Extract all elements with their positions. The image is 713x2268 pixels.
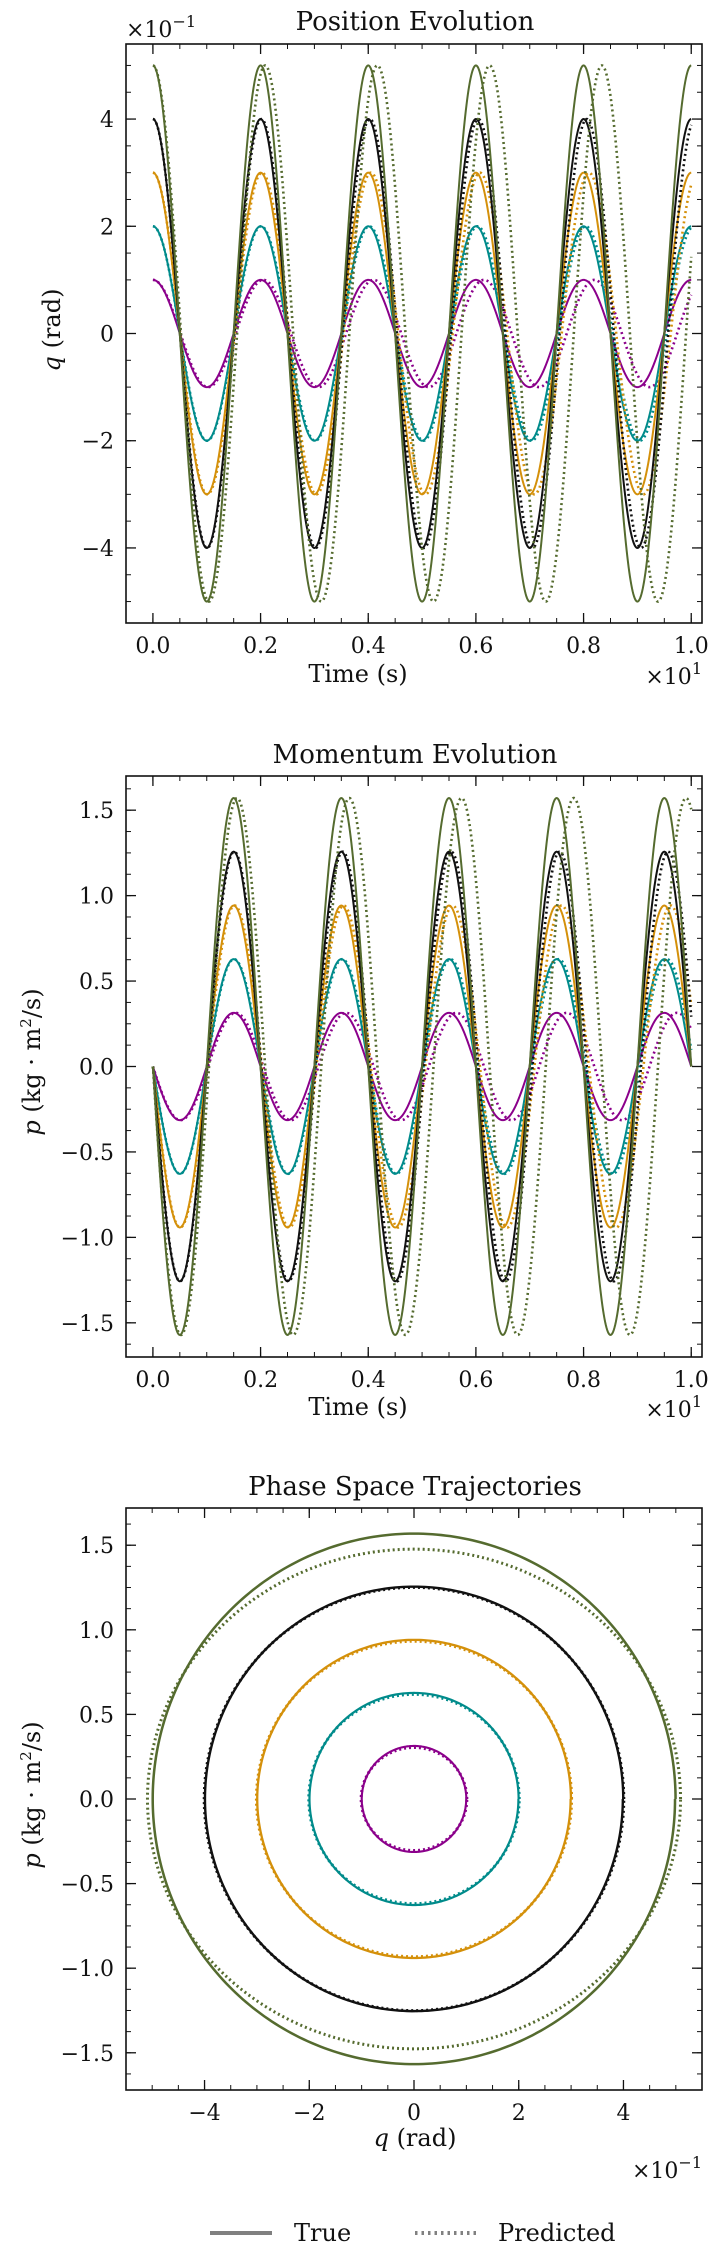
- position-xtick-label: 0.6: [458, 634, 493, 659]
- phase-xtick-label: 4: [616, 2101, 630, 2126]
- momentum-ytick-label: 1.5: [79, 799, 114, 824]
- position-predicted-series-olive: [152, 64, 693, 603]
- phase-ytick-label: 0.5: [79, 1703, 114, 1728]
- position-xtick-label: 0.0: [135, 634, 170, 659]
- position-true-series-gold: [152, 171, 692, 496]
- momentum-predicted-series-black: [151, 850, 693, 1283]
- momentum-xtick-label: 0.8: [566, 1368, 601, 1393]
- position-xtick-label: 0.8: [566, 634, 601, 659]
- momentum-ytick-label: 0.5: [79, 970, 114, 995]
- phase-y-label: p (kg · m2/s): [17, 1721, 46, 1868]
- position-true-series-teal: [152, 225, 692, 442]
- position-ytick-label: −2: [82, 430, 114, 455]
- phase-ytick-label: 1.0: [79, 1619, 114, 1644]
- phase-true-series-black: [203, 1585, 625, 2013]
- phase-axes-frame: [125, 1507, 703, 2091]
- position-ytick-label: 4: [100, 108, 114, 133]
- momentum-panel: Momentum Evolution 0.0 0.2 0.4 0.6 0.8 1.0 −1.…: [17, 740, 709, 1423]
- phase-ytick-label: 0.0: [79, 1788, 114, 1813]
- momentum-true-series-olive: [151, 796, 693, 1337]
- position-ytick-label: −4: [82, 537, 114, 562]
- position-predicted-series-purple: [152, 278, 693, 389]
- phase-predicted-series-teal: [307, 1692, 521, 1906]
- position-x-label: Time (s): [308, 660, 407, 688]
- position-xtick-label: 0.4: [351, 634, 386, 659]
- phase-xtick-label: 2: [512, 2101, 526, 2126]
- momentum-ytick-label: 1.0: [79, 885, 114, 910]
- position-true-series-olive: [152, 64, 692, 603]
- phase-ytick-label: 1.5: [79, 1534, 114, 1559]
- legend: True Predicted: [210, 2219, 616, 2247]
- phase-x-label: q (rad): [374, 2124, 457, 2152]
- phase-ytick-label: −1.0: [61, 1957, 114, 1982]
- momentum-title: Momentum Evolution: [273, 740, 558, 770]
- phase-predicted-series-black: [202, 1585, 626, 2013]
- phase-predicted-series-gold: [254, 1639, 574, 1959]
- phase-xtick-label: −2: [293, 2101, 325, 2126]
- momentum-x-label: Time (s): [308, 1393, 407, 1421]
- momentum-xtick-label: 0.2: [243, 1368, 278, 1393]
- phase-xtick-label: 0: [407, 2101, 421, 2126]
- phase-title: Phase Space Trajectories: [248, 1472, 582, 1502]
- momentum-predicted-series-olive: [151, 796, 693, 1337]
- legend-true-label: True: [294, 2219, 351, 2247]
- phase-ytick-label: −0.5: [61, 1873, 114, 1898]
- position-panel: Position Evolution ×10−1 0.0 0.2 0.4 0.6 0.8…: [38, 7, 709, 690]
- phase-x-multiplier: ×10−1: [632, 2153, 702, 2184]
- phase-predicted-series-olive: [145, 1547, 683, 2051]
- position-y-label: q (rad): [38, 289, 66, 372]
- position-x-multiplier: ×101: [645, 659, 702, 690]
- position-y-multiplier: ×10−1: [126, 12, 196, 43]
- momentum-y-label: p (kg · m2/s): [17, 988, 46, 1135]
- momentum-xtick-label: 0.6: [458, 1368, 493, 1393]
- phase-true-series-olive: [151, 1532, 677, 2066]
- position-title: Position Evolution: [296, 7, 535, 37]
- phase-ytick-label: −1.5: [61, 2042, 114, 2067]
- phase-xtick-label: −4: [188, 2101, 220, 2126]
- momentum-ytick-label: −1.0: [61, 1226, 114, 1251]
- momentum-ytick-label: −0.5: [61, 1141, 114, 1166]
- phase-plot-area: −4 −2 0 2 4 −1.5 −1.0 −0.5 0.0 0.5 1.0 1.5: [61, 1507, 703, 2126]
- momentum-ytick-label: −1.5: [61, 1312, 114, 1337]
- momentum-xtick-label: 0.4: [351, 1368, 386, 1393]
- position-series-group: [152, 64, 693, 603]
- position-true-series-purple: [152, 278, 692, 389]
- legend-predicted-label: Predicted: [498, 2219, 616, 2247]
- phase-panel: Phase Space Trajectories −4 −2 0 2 4 −1.5 −1.0…: [17, 1472, 703, 2184]
- momentum-ytick-label: 0.0: [79, 1056, 114, 1081]
- momentum-x-multiplier: ×101: [645, 1392, 702, 1423]
- position-xtick-label: 1.0: [674, 634, 709, 659]
- position-xtick-label: 0.2: [243, 634, 278, 659]
- momentum-xtick-label: 0.0: [135, 1368, 170, 1393]
- momentum-plot-area: 0.0 0.2 0.4 0.6 0.8 1.0 −1.5 −1.0 −0.5 0.0 0.5 1.0 1…: [61, 775, 709, 1393]
- position-plot-area: 0.0 0.2 0.4 0.6 0.8 1.0 −4 −2 0 2 4: [82, 43, 709, 659]
- position-ytick-label: 2: [100, 215, 114, 240]
- momentum-xtick-label: 1.0: [674, 1368, 709, 1393]
- position-ytick-label: 0: [100, 323, 114, 348]
- momentum-series-group: [151, 796, 693, 1337]
